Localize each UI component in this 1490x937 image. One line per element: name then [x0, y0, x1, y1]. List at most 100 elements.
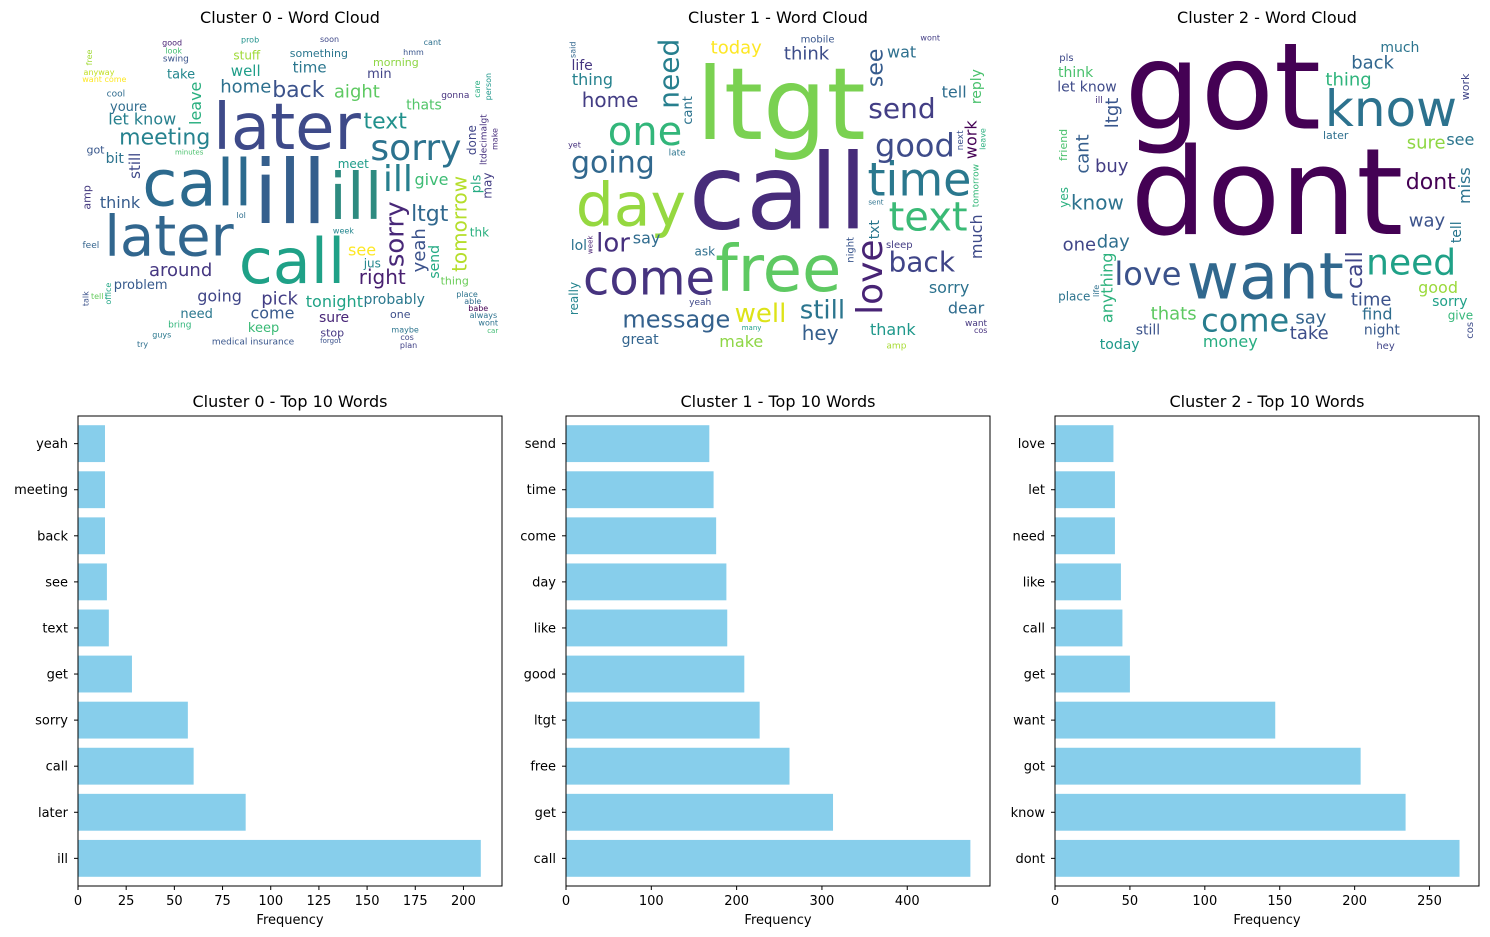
cloud-word: good — [875, 127, 955, 165]
bar — [78, 517, 105, 555]
y-tick-label: see — [45, 575, 68, 590]
cloud-word: yes — [1057, 187, 1071, 208]
x-tick-label: 100 — [258, 894, 283, 909]
cloud-word: thank — [870, 320, 916, 339]
bar-chart-title-1: Cluster 1 - Top 10 Words — [680, 392, 876, 411]
cloud-word: call — [689, 131, 868, 253]
cloud-word: may — [481, 173, 495, 199]
cloud-word: cant — [424, 38, 442, 47]
x-tick-label: 150 — [355, 894, 380, 909]
y-tick-label: call — [46, 760, 68, 775]
cloud-title-0: Cluster 0 - Word Cloud — [200, 8, 380, 27]
cloud-word: way — [1409, 210, 1446, 231]
cloud-word: look — [165, 46, 182, 55]
bar-chart-title-0: Cluster 0 - Top 10 Words — [192, 392, 388, 411]
cloud-word: one — [608, 109, 682, 155]
x-tick-label: 0 — [74, 894, 82, 909]
x-axis-label: Frequency — [744, 913, 811, 928]
cloud-word: babe — [468, 304, 488, 313]
cloud-word: thk — [470, 225, 489, 239]
cloud-word: really — [567, 282, 581, 315]
cloud-word: said — [569, 42, 578, 58]
cloud-word: dont — [1406, 170, 1456, 195]
cloud-word: thats — [1151, 304, 1197, 325]
plot-frame — [565, 415, 991, 887]
cloud-word: call — [1343, 251, 1368, 289]
cloud-word: talk — [82, 291, 91, 306]
cloud-word: one — [1063, 235, 1097, 256]
cloud-word: tonight — [306, 292, 363, 311]
cloud-word: good — [1418, 278, 1458, 297]
cloud-word: time — [1351, 289, 1392, 310]
x-tick-label: 100 — [1192, 894, 1217, 909]
cloud-word: call — [142, 147, 252, 221]
word-cloud-2: dont got want know need love come dont call know b… — [1055, 32, 1479, 352]
cloud-word: well — [231, 62, 261, 80]
cloud-word: jus — [363, 256, 381, 270]
cloud-word: later — [104, 204, 234, 269]
cloud-word: later — [213, 91, 361, 165]
cloud-word: soon — [320, 35, 339, 44]
cloud-word: car — [487, 327, 498, 335]
cloud-word: later — [1323, 129, 1349, 142]
cloud-word: one — [390, 308, 411, 321]
cloud-word: got — [86, 143, 105, 156]
cloud-word: ill — [383, 159, 413, 200]
cloud-word: let know — [108, 110, 176, 129]
cloud-word: prob — [241, 35, 259, 44]
cloud-word: anyway — [84, 68, 115, 77]
cloud-word: send — [427, 245, 443, 279]
cloud-word: sure — [319, 310, 349, 326]
cloud-word: lor — [596, 228, 630, 258]
cloud-word: ask — [695, 245, 716, 259]
bar — [566, 471, 714, 509]
cloud-word: thing — [441, 275, 469, 288]
cloud-word: tell — [91, 292, 104, 301]
cloud-word: meeting — [119, 125, 210, 150]
cloud-word: youre — [110, 100, 147, 115]
cloud-word: think — [1058, 65, 1094, 81]
cloud-word: pls — [470, 174, 485, 193]
y-tick-label: yeah — [36, 437, 68, 452]
cloud-word: well — [735, 299, 787, 329]
y-tick-label: free — [530, 760, 556, 775]
cloud-word: meet — [338, 157, 369, 171]
cloud-word: many — [742, 324, 762, 332]
cloud-word: much — [967, 214, 986, 259]
cloud-word: try — [137, 340, 148, 349]
bar — [78, 609, 109, 647]
cloud-word: much — [1380, 40, 1419, 56]
cloud-word: hey — [802, 321, 839, 345]
cloud-word: send — [868, 92, 935, 125]
cloud-word: free — [715, 233, 841, 307]
cloud-word: lol — [571, 238, 587, 254]
cloud-word: something — [290, 47, 348, 60]
cloud-word: bit — [106, 151, 125, 167]
cloud-word: thing — [1325, 69, 1371, 90]
word-cloud-canvas-2: dontgotwantknowneedlovecomedontcallknowb… — [1057, 32, 1476, 352]
y-tick-label: like — [534, 621, 556, 636]
y-tick-label: text — [42, 621, 68, 636]
cloud-word: see — [864, 49, 889, 88]
x-tick-label: 200 — [1342, 894, 1367, 909]
cloud-word: make — [719, 332, 763, 351]
bar — [78, 839, 481, 877]
cloud-word: ill — [1095, 96, 1103, 106]
cloud-word: think — [100, 193, 141, 212]
bar — [1055, 839, 1460, 877]
plot-frame — [1054, 415, 1480, 887]
cloud-word: love — [1114, 255, 1181, 293]
cloud-word: know — [1325, 80, 1457, 138]
cloud-word: see — [1446, 130, 1474, 149]
bar — [1055, 701, 1276, 739]
y-tick-label: want — [1013, 714, 1045, 729]
cloud-word: right — [359, 265, 406, 289]
cloud-word: around — [149, 260, 212, 281]
bar — [566, 609, 728, 647]
y-tick-label: love — [1018, 437, 1045, 452]
cloud-word: late — [669, 148, 687, 158]
cloud-word: cant — [1072, 134, 1093, 173]
cloud-word: swing — [163, 55, 189, 65]
cloud-word: sorry — [370, 128, 461, 169]
word-cloud-canvas-0: illcalllaterillcalllatersorryillsorrymee… — [80, 35, 499, 350]
